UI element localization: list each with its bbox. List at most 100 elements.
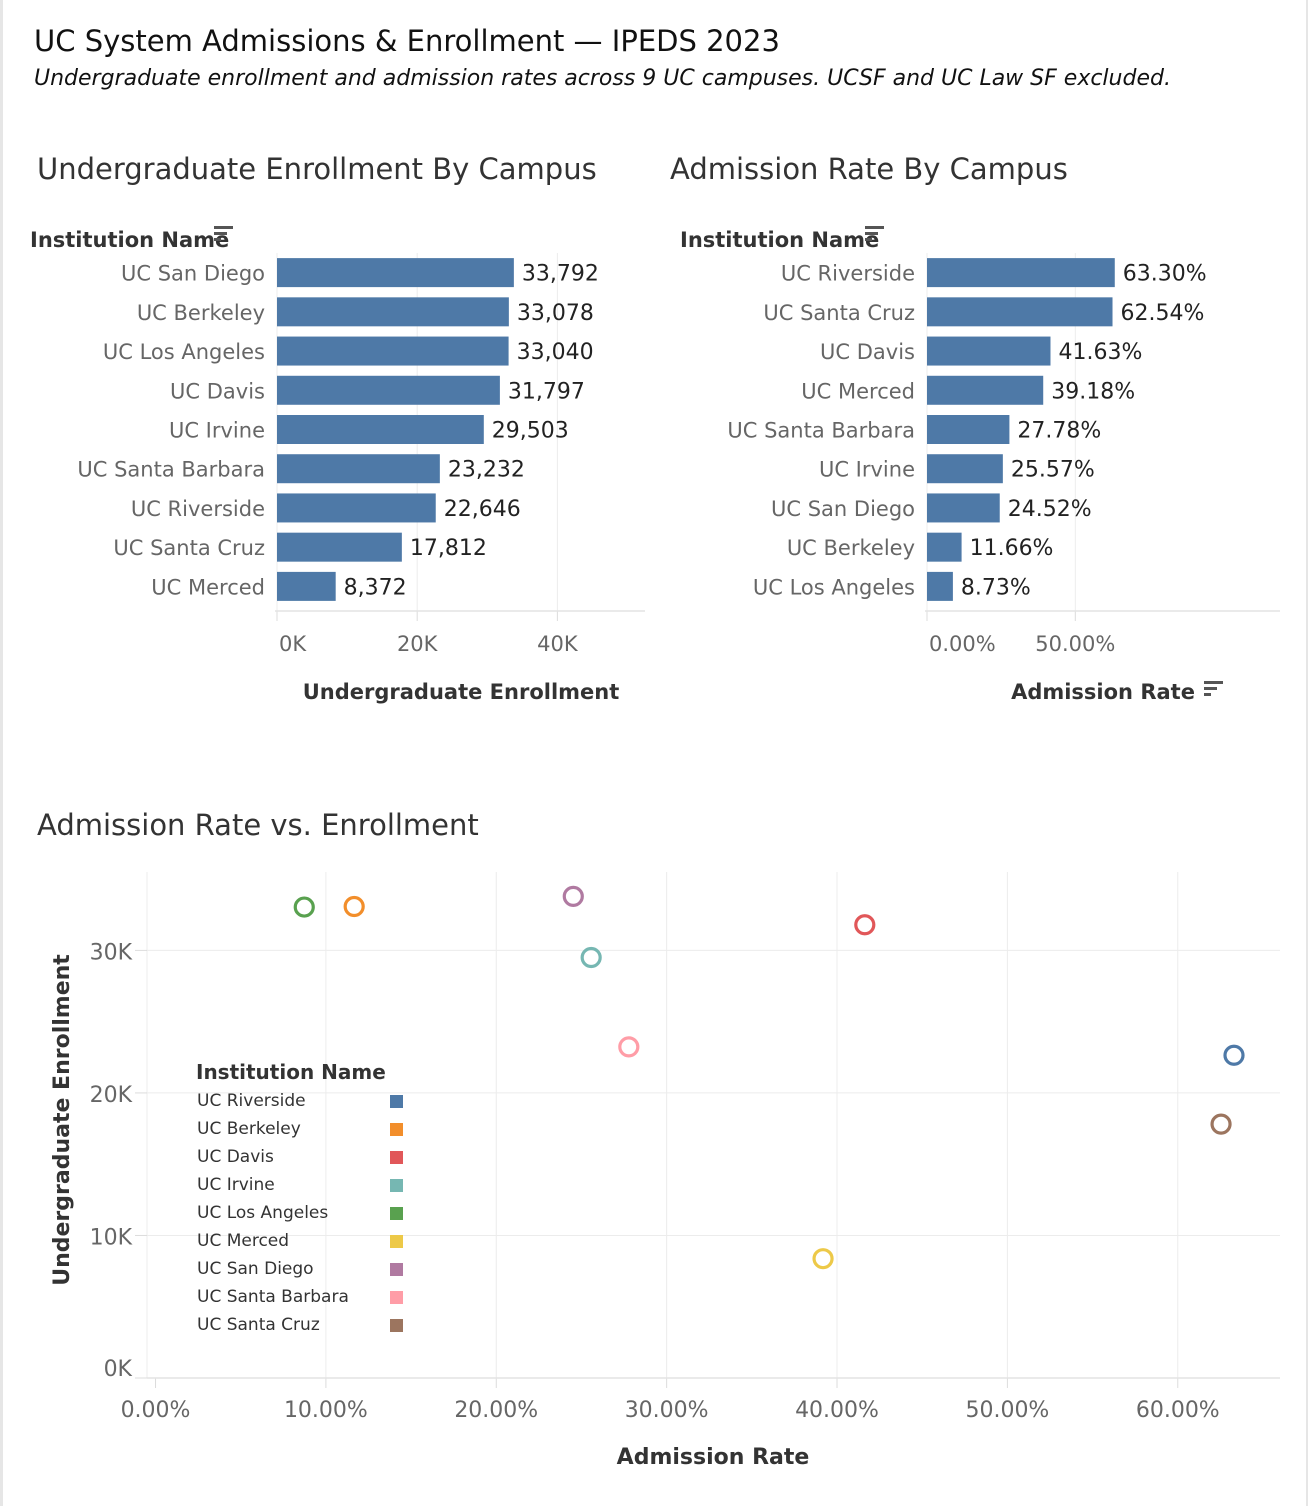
legend-label-uc-davis: UC Davis [197, 1147, 274, 1167]
scatter-y-tick-label: 10K [90, 1225, 133, 1250]
enrollment-value-label-uc-santa-cruz: 17,812 [410, 536, 487, 561]
legend-swatch-uc-riverside [390, 1095, 403, 1108]
enrollment-value-label-uc-riverside: 22,646 [444, 497, 521, 522]
admission-value-label-uc-merced: 39.18% [1051, 379, 1135, 404]
enrollment-header-sort-icon [214, 226, 233, 241]
scatter-y-axis-title: Undergraduate Enrollment [50, 954, 75, 1286]
enrollment-tick-label: 20K [397, 632, 439, 656]
enrollment-category-label-uc-berkeley: UC Berkeley [137, 301, 265, 325]
enrollment-bar-uc-riverside [277, 493, 436, 523]
legend-label-uc-san-diego: UC San Diego [197, 1259, 314, 1279]
admission-bar-uc-santa-cruz [927, 297, 1113, 327]
enrollment-axis-title: Undergraduate Enrollment [303, 680, 620, 704]
admission-bar-chart: Institution Name 0.00% 50.00% UC Riverside 6… [680, 226, 1280, 704]
enrollment-bar-uc-santa-barbara [277, 454, 440, 484]
enrollment-category-label-uc-santa-barbara: UC Santa Barbara [77, 458, 265, 482]
dashboard-title: UC System Admissions & Enrollment — IPED… [34, 24, 780, 58]
scatter-y-tick-label: 30K [90, 940, 133, 965]
enrollment-value-label-uc-merced: 8,372 [344, 575, 407, 600]
admission-category-label-uc-berkeley: UC Berkeley [787, 536, 915, 560]
enrollment-category-label-uc-san-diego: UC San Diego [121, 262, 265, 286]
enrollment-category-label-uc-los-angeles: UC Los Angeles [103, 340, 265, 364]
legend-label-uc-santa-cruz: UC Santa Cruz [197, 1315, 320, 1335]
legend-swatch-uc-santa-cruz [390, 1319, 403, 1332]
enrollment-value-label-uc-los-angeles: 33,040 [517, 340, 594, 365]
legend-swatch-uc-merced [390, 1235, 403, 1248]
scatter-x-tick-label: 50.00% [965, 1398, 1049, 1423]
scatter-y-tick-label: 0K [104, 1357, 133, 1382]
scatter-chart-title: Admission Rate vs. Enrollment [37, 808, 479, 842]
enrollment-tick-label: 0K [279, 632, 307, 656]
enrollment-bar-uc-irvine [277, 415, 484, 444]
admission-tick-label: 0.00% [929, 632, 996, 656]
admission-value-label-uc-santa-barbara: 27.78% [1017, 419, 1101, 444]
enrollment-bar-chart: Institution Name 0K 20K 40K UC San Diego 33,7… [30, 226, 645, 704]
admission-category-label-uc-davis: UC Davis [820, 340, 915, 364]
admission-axis-title: Admission Rate [1011, 680, 1195, 704]
admission-value-label-uc-san-diego: 24.52% [1008, 497, 1092, 522]
enrollment-bar-uc-santa-cruz [277, 532, 402, 562]
admission-tick-label: 50.00% [1035, 632, 1115, 656]
admission-header-sort-icon-line-3 [865, 238, 872, 241]
legend-title: Institution Name [196, 1060, 386, 1084]
scatter-point-uc-riverside [1223, 1044, 1245, 1066]
admission-bar-uc-berkeley [927, 532, 962, 562]
admission-header-sort-icon [865, 226, 884, 241]
enrollment-dimension-header: Institution Name [30, 228, 229, 252]
admission-axis-sort-icon [1204, 681, 1223, 696]
enrollment-bar-uc-merced [277, 571, 336, 601]
admission-category-label-uc-santa-barbara: UC Santa Barbara [727, 419, 915, 443]
enrollment-header-sort-icon-line-1 [214, 226, 233, 229]
admission-category-label-uc-los-angeles: UC Los Angeles [753, 575, 915, 599]
enrollment-chart-title: Undergraduate Enrollment By Campus [37, 152, 597, 186]
admission-value-label-uc-santa-cruz: 62.54% [1121, 301, 1205, 326]
admission-bar-uc-davis [927, 336, 1051, 366]
frame-border-right [1306, 0, 1308, 1506]
enrollment-category-label-uc-davis: UC Davis [170, 379, 265, 403]
admission-value-label-uc-riverside: 63.30% [1123, 262, 1207, 287]
enrollment-value-label-uc-santa-barbara: 23,232 [448, 458, 525, 483]
enrollment-value-label-uc-davis: 31,797 [508, 379, 585, 404]
enrollment-category-label-uc-riverside: UC Riverside [131, 497, 265, 521]
scatter-x-tick-label: 0.00% [121, 1398, 191, 1423]
admission-category-label-uc-merced: UC Merced [801, 379, 915, 403]
scatter-point-uc-davis [854, 914, 876, 936]
legend-label-uc-merced: UC Merced [197, 1231, 289, 1251]
admission-bar-uc-riverside [927, 258, 1115, 288]
admission-bar-uc-irvine [927, 454, 1003, 484]
enrollment-bar-uc-san-diego [277, 258, 514, 288]
enrollment-category-label-uc-irvine: UC Irvine [169, 419, 265, 443]
enrollment-value-label-uc-berkeley: 33,078 [517, 301, 594, 326]
enrollment-category-label-uc-santa-cruz: UC Santa Cruz [113, 536, 265, 560]
admission-value-label-uc-irvine: 25.57% [1011, 458, 1095, 483]
legend-label-uc-los-angeles: UC Los Angeles [197, 1203, 328, 1223]
admission-dimension-header: Institution Name [680, 228, 879, 252]
scatter-x-axis-title: Admission Rate [617, 1445, 810, 1470]
legend-swatch-uc-santa-barbara [390, 1291, 403, 1304]
legend-label-uc-berkeley: UC Berkeley [197, 1119, 301, 1139]
dashboard-subtitle: Undergraduate enrollment and admission r… [34, 66, 1171, 91]
scatter-legend: Institution Name UC Riverside UC Berkeley U… [196, 1060, 403, 1335]
enrollment-header-sort-icon-line-2 [214, 232, 227, 235]
admission-axis-sort-icon-line-3 [1204, 693, 1211, 696]
legend-swatch-uc-davis [390, 1151, 403, 1164]
legend-swatch-uc-irvine [390, 1179, 403, 1192]
enrollment-header-sort-icon-line-3 [214, 238, 221, 241]
admission-header-sort-icon-line-1 [865, 226, 884, 229]
legend-swatch-uc-san-diego [390, 1263, 403, 1276]
admission-bar-uc-los-angeles [927, 571, 953, 601]
admission-category-label-uc-santa-cruz: UC Santa Cruz [763, 301, 915, 325]
admission-chart-title: Admission Rate By Campus [670, 152, 1068, 186]
legend-label-uc-irvine: UC Irvine [197, 1175, 275, 1195]
enrollment-value-label-uc-san-diego: 33,792 [522, 262, 599, 287]
scatter-x-tick-label: 10.00% [284, 1398, 368, 1423]
admission-category-label-uc-irvine: UC Irvine [819, 458, 915, 482]
scatter-point-uc-santa-cruz [1210, 1113, 1232, 1135]
enrollment-bar-uc-los-angeles [277, 336, 509, 366]
legend-label-uc-riverside: UC Riverside [197, 1091, 306, 1111]
scatter-point-uc-san-diego [562, 885, 584, 907]
enrollment-value-label-uc-irvine: 29,503 [492, 419, 569, 444]
admission-value-label-uc-los-angeles: 8.73% [961, 575, 1031, 600]
scatter-x-tick-label: 30.00% [625, 1398, 709, 1423]
frame-border-left [0, 0, 3, 1506]
